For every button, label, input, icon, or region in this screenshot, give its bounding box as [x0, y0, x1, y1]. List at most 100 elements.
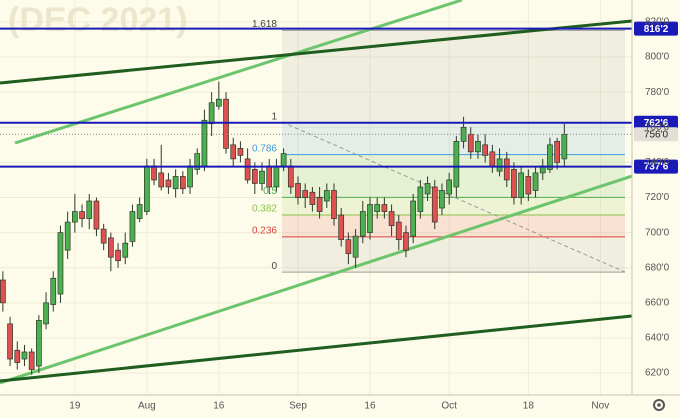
candle-body [331, 190, 337, 219]
fib-label: 0.5 [263, 186, 277, 197]
last-price-label: 756'0 [644, 129, 669, 140]
candle-body [295, 183, 301, 198]
x-tick-label: Nov [591, 401, 609, 412]
x-tick-label: Aug [138, 401, 156, 412]
candle-body [503, 158, 510, 181]
candle-body [403, 232, 409, 251]
candle-body [230, 144, 237, 160]
candle-body [72, 211, 78, 223]
candle-body [0, 279, 6, 304]
gear[interactable] [653, 399, 665, 411]
candle-body [244, 158, 251, 181]
candle-body [194, 153, 201, 170]
candle-body [223, 98, 229, 149]
candle-body [561, 133, 568, 160]
candle-body [187, 165, 193, 188]
candle-body [431, 186, 438, 223]
candle-body [64, 221, 71, 251]
candle-body [287, 165, 294, 188]
y-tick-label: 780'0 [645, 87, 670, 98]
candle-body [489, 151, 496, 167]
fib-band [282, 30, 625, 123]
candle-body [424, 183, 431, 195]
candle-body [453, 140, 460, 188]
trend-line [0, 19, 632, 85]
candle-body [374, 204, 381, 212]
fib-band [282, 236, 625, 273]
watermark: (DEC 2021) [8, 1, 188, 39]
candle-body [208, 102, 215, 125]
price-tag-label: 762'6 [644, 118, 669, 129]
y-tick-label: 660'0 [645, 297, 670, 308]
candle-body [309, 191, 316, 205]
trend-line [0, 174, 632, 385]
candle-body [395, 221, 402, 240]
candle-body [151, 165, 157, 181]
candle-body [50, 277, 57, 305]
candle-body [388, 211, 395, 226]
trend-lines [0, 0, 632, 385]
candle-body [302, 190, 309, 198]
candle-body [136, 204, 143, 219]
x-tick-label: 19 [69, 401, 81, 412]
candle-body [338, 214, 345, 240]
settings-icon[interactable] [653, 399, 665, 411]
candle-body [532, 172, 539, 191]
candle-body [417, 186, 424, 212]
candle-body [36, 320, 42, 367]
fib-label: 0.786 [252, 143, 277, 154]
candle-body [57, 232, 64, 295]
price-lines: 816'2 762'6 737'6 756'0 [0, 21, 678, 174]
fib-label: 1.618 [252, 19, 277, 30]
candle-body [482, 144, 489, 156]
candle-body [143, 165, 150, 212]
y-tick-label: 760'0 [645, 122, 670, 133]
candle-body [28, 351, 35, 370]
candle-body [496, 158, 503, 172]
candle-body [345, 239, 352, 255]
candle-body [179, 176, 186, 190]
candle-body [259, 170, 265, 184]
candles [0, 81, 568, 375]
candle-body [165, 179, 172, 188]
candle-body [172, 176, 179, 190]
candle-body [467, 133, 474, 153]
fib-band [282, 154, 625, 198]
x-tick-label: Oct [441, 401, 457, 412]
candle-body [86, 200, 93, 219]
fib-label: 1 [271, 111, 277, 122]
last-price-tag [634, 127, 678, 142]
fib-label: 0.382 [252, 204, 277, 215]
x-tick-label: 16 [364, 401, 376, 412]
candle-body [237, 147, 244, 156]
candle-body [525, 176, 532, 195]
y-tick-label: 620'0 [645, 368, 670, 379]
candle-body [446, 179, 453, 195]
y-tick-label: 680'0 [645, 262, 670, 273]
x-tick-label: 18 [523, 401, 535, 412]
candle-body [251, 169, 258, 184]
x-tick-label: Sep [289, 401, 307, 412]
trend-line [14, 0, 463, 145]
candle-body [129, 211, 136, 242]
candle-body [273, 165, 280, 188]
candle-body [108, 237, 114, 258]
trend-line [0, 314, 632, 383]
candle-body [14, 349, 21, 363]
fib-band [282, 122, 625, 155]
candle-body [381, 204, 388, 212]
candle-body [554, 140, 560, 163]
candle-body [158, 172, 165, 188]
candle-body [215, 98, 222, 107]
axes: 620'0 640'0 660'0 680'0 700'0 720'0 740'0 760'0… [69, 17, 669, 412]
price-tag-label: 816'2 [644, 24, 669, 35]
candle-body [115, 249, 121, 262]
price-tag-label: 737'6 [644, 162, 669, 173]
candle-body [100, 228, 107, 244]
candle-body [475, 140, 481, 153]
candle-body [21, 351, 28, 360]
y-tick-label: 740'0 [645, 157, 670, 168]
candle-body [547, 144, 553, 170]
fib-label: 0 [271, 261, 277, 272]
